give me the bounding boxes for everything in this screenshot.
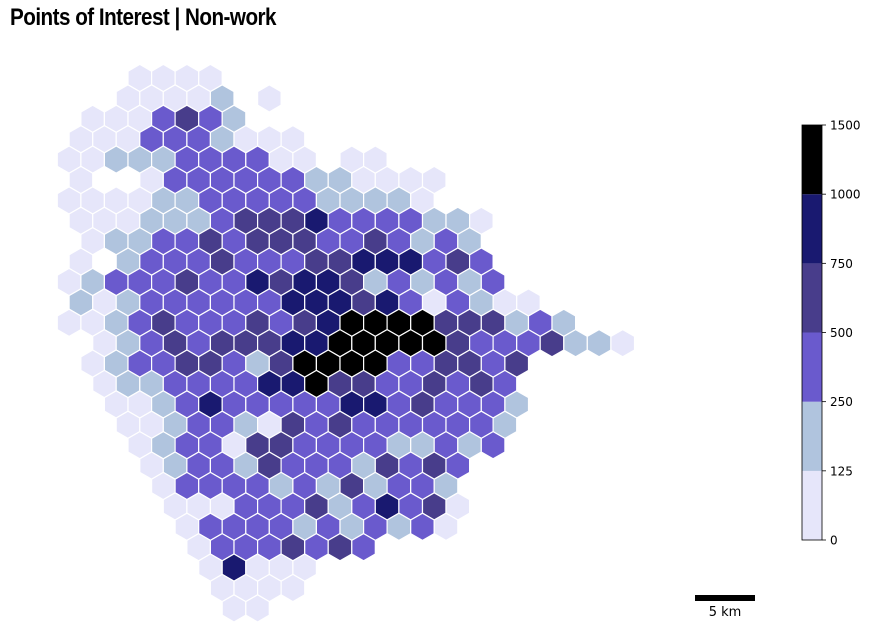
colorbar-tick-label: 125 xyxy=(830,464,853,478)
scale-bar-line xyxy=(695,595,755,601)
colorbar-tick-label: 0 xyxy=(830,534,838,548)
map-title: Points of Interest | Non-work xyxy=(10,4,277,31)
colorbar-segment xyxy=(802,401,822,471)
scale-bar: 5 km xyxy=(690,590,760,630)
colorbar-tick-label: 1000 xyxy=(830,188,861,202)
hex-cell xyxy=(386,512,412,542)
colorbar-segment xyxy=(802,125,822,195)
hex-cell xyxy=(586,328,612,358)
hex-cell xyxy=(327,532,353,562)
colorbar-tick-label: 250 xyxy=(830,395,853,409)
hex-cell xyxy=(351,532,376,562)
hex-cell xyxy=(480,430,506,460)
colorbar-tick-label: 750 xyxy=(830,257,853,271)
colorbar-tick-label: 500 xyxy=(830,326,853,340)
hex-cell xyxy=(280,573,306,603)
hex-cell xyxy=(245,594,270,623)
hex-cell xyxy=(410,512,435,542)
hex-cell xyxy=(56,308,82,338)
colorbar-segment xyxy=(802,332,822,402)
hex-cell xyxy=(221,594,247,623)
hex-cell xyxy=(610,328,636,358)
colorbar-tick-label: 1500 xyxy=(830,119,861,133)
hex-cell xyxy=(539,328,565,358)
hex-cell xyxy=(257,84,282,113)
hex-cell xyxy=(563,328,588,358)
colorbar-segment xyxy=(802,194,822,264)
scale-bar-label: 5 km xyxy=(708,605,742,620)
colorbar-segment xyxy=(802,263,822,333)
colorbar-segment xyxy=(802,470,822,540)
hex-cell xyxy=(103,145,129,174)
hex-cell xyxy=(433,512,459,542)
colorbar: 0 125 250 500 750 1000 1500 xyxy=(801,119,861,548)
